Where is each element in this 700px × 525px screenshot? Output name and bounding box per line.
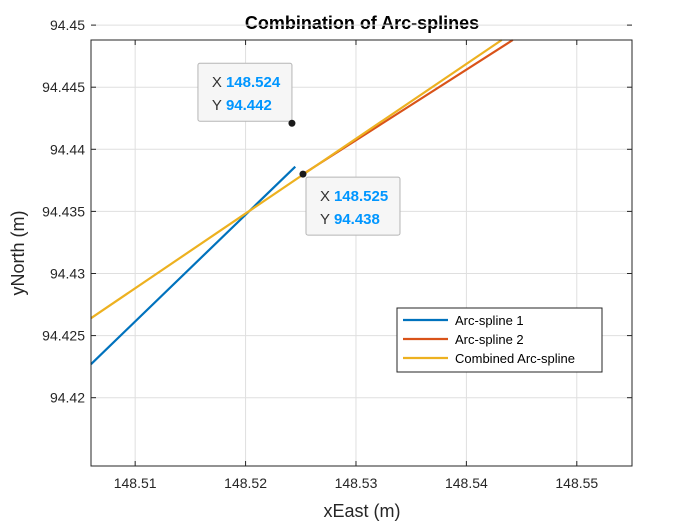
x-axis-label: xEast (m) bbox=[323, 501, 400, 521]
datatip-y-key: Y bbox=[320, 211, 330, 228]
datatip-y-key: Y bbox=[212, 97, 222, 114]
datatip-y-value: 94.442 bbox=[226, 97, 272, 114]
legend-entry: Combined Arc-spline bbox=[455, 351, 575, 366]
datatip-x-key: X bbox=[212, 74, 222, 91]
y-tick-label: 94.425 bbox=[42, 328, 85, 344]
y-tick-label: 94.43 bbox=[50, 265, 85, 281]
y-tick-label: 94.45 bbox=[50, 17, 85, 33]
datatip-marker bbox=[288, 119, 296, 127]
y-tick-label: 94.445 bbox=[42, 79, 85, 95]
y-tick-label: 94.435 bbox=[42, 203, 85, 219]
datatip-x-value: 148.525 bbox=[334, 188, 388, 205]
x-axis-ticks: 148.51 148.52 148.53 148.54 148.55 bbox=[114, 40, 598, 491]
grid-lines bbox=[91, 24, 632, 466]
legend-entry: Arc-spline 2 bbox=[455, 332, 524, 347]
series-lines bbox=[90, 39, 514, 365]
x-tick-label: 148.52 bbox=[224, 475, 267, 491]
x-tick-label: 148.55 bbox=[555, 475, 598, 491]
legend[interactable]: Arc-spline 1 Arc-spline 2 Combined Arc-spl… bbox=[396, 307, 603, 373]
series-line-3 bbox=[90, 39, 503, 320]
x-tick-label: 148.51 bbox=[114, 475, 157, 491]
legend-entry: Arc-spline 1 bbox=[455, 313, 524, 328]
datatip-box bbox=[197, 62, 293, 122]
series-line-1 bbox=[90, 165, 297, 365]
y-tick-label: 94.42 bbox=[50, 390, 85, 406]
axes-background bbox=[91, 40, 632, 466]
chart-title: Combination of Arc-splines bbox=[245, 13, 479, 33]
datatip-box bbox=[305, 176, 401, 236]
y-axis-ticks: 94.42 94.425 94.43 94.435 94.44 94.445 94.45 bbox=[42, 17, 632, 406]
x-tick-label: 148.54 bbox=[445, 475, 488, 491]
x-tick-label: 148.53 bbox=[335, 475, 378, 491]
datatip-marker bbox=[299, 170, 307, 178]
y-axis-label: yNorth (m) bbox=[8, 211, 28, 296]
datatip-x-value: 148.524 bbox=[226, 74, 281, 91]
y-tick-label: 94.44 bbox=[50, 141, 85, 157]
axes-box bbox=[90, 39, 633, 467]
datatip-y-value: 94.438 bbox=[334, 211, 380, 228]
datatip-x-key: X bbox=[320, 188, 330, 205]
